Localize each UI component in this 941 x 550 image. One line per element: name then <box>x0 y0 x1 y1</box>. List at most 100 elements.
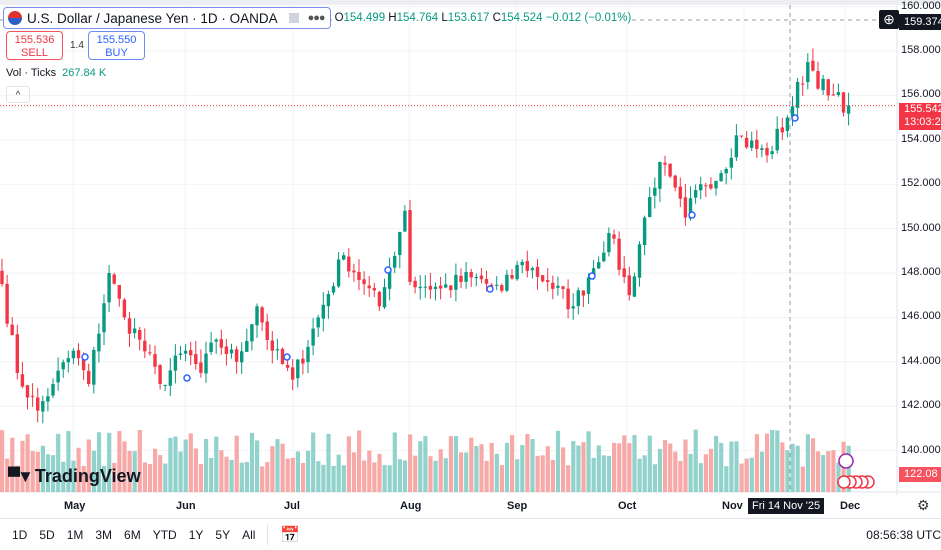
volume-bar <box>545 446 550 492</box>
range-all[interactable]: All <box>242 527 256 542</box>
candle-body <box>265 321 269 340</box>
volume-bar <box>158 455 163 492</box>
candle-body <box>199 362 203 373</box>
volume-bar <box>438 449 443 492</box>
crosshair-date-tag: Fri 14 Nov '25 <box>748 498 825 514</box>
candle-body <box>484 278 489 284</box>
volume-bar <box>413 455 418 492</box>
bottom-toolbar: 1D 5D 1M 3M 6M YTD 1Y 5Y All 📅 08:56:38 UTC <box>0 518 941 550</box>
volume-bar <box>525 434 530 492</box>
price-label: 154.000 <box>901 132 941 145</box>
price-chart[interactable] <box>0 5 941 495</box>
candle-body <box>540 275 545 282</box>
volume-bar <box>775 430 780 492</box>
dividend-event-icon <box>791 114 799 122</box>
volume-bar <box>224 456 229 492</box>
volume-bar <box>306 450 311 492</box>
volume-bar <box>209 457 214 492</box>
volume-bar <box>255 440 260 492</box>
volume-bar <box>831 450 836 492</box>
candle-body <box>122 299 127 318</box>
volume-bar <box>846 445 851 492</box>
collapse-legend-button[interactable]: ^ <box>6 86 30 103</box>
volume-bar <box>795 445 800 492</box>
candle-body <box>581 290 586 296</box>
plus-icon[interactable]: ⊕ <box>879 10 899 29</box>
candle-body <box>734 135 739 158</box>
volume-bar <box>163 463 168 492</box>
candle-body <box>51 384 55 396</box>
range-1m[interactable]: 1M <box>66 527 84 542</box>
candle-body <box>291 367 295 380</box>
volume-bar <box>372 462 377 492</box>
candle-body <box>683 197 688 218</box>
volume-bar <box>316 461 321 492</box>
volume-bar <box>0 430 5 492</box>
candle-body <box>403 210 407 232</box>
volume-bar <box>448 436 453 492</box>
candle-body <box>495 284 499 286</box>
volume-bar <box>459 452 464 492</box>
candle-body <box>729 157 733 168</box>
candle-body <box>189 350 193 356</box>
more-icon[interactable]: ●●● <box>307 12 326 24</box>
candle-body <box>143 340 147 352</box>
candle-body <box>408 209 412 282</box>
month-label: Dec <box>840 500 861 512</box>
volume-bar <box>785 450 790 492</box>
price-label: 150.000 <box>901 221 941 234</box>
candle-body <box>280 348 285 364</box>
volume-bar <box>351 452 357 492</box>
go-to-date-calendar-icon[interactable]: 📅 <box>280 526 301 544</box>
settings-gear-icon[interactable]: ⚙ <box>917 497 930 513</box>
candle-body <box>785 117 790 132</box>
sell-button[interactable]: 155.536 SELL <box>6 31 63 60</box>
market-status-icon[interactable] <box>288 13 299 23</box>
range-3m[interactable]: 3M <box>95 527 113 542</box>
candle-body <box>571 306 575 309</box>
volume-bar <box>708 448 714 492</box>
candle-body <box>92 349 96 385</box>
month-label: Jun <box>176 500 196 512</box>
range-ytd[interactable]: YTD <box>152 527 177 542</box>
candle-body <box>306 346 310 363</box>
volume-bar <box>234 435 239 492</box>
volume-legend: Vol · Ticks 267.84 K <box>6 67 107 79</box>
range-5d[interactable]: 5D <box>39 527 55 542</box>
volume-bar <box>418 441 423 492</box>
range-1y[interactable]: 1Y <box>188 527 204 542</box>
volume-bar <box>719 442 724 492</box>
candle-body <box>81 357 86 371</box>
price-label: 160.000 <box>901 0 941 12</box>
candle-body <box>46 396 50 402</box>
buy-button[interactable]: 155.550 BUY <box>88 31 145 60</box>
candle-body <box>739 135 744 137</box>
range-5y[interactable]: 5Y <box>215 527 231 542</box>
candle-body <box>0 270 4 285</box>
volume-bar <box>280 443 285 492</box>
volume-bar <box>688 453 693 492</box>
candle-body <box>285 364 290 368</box>
volume-bar <box>576 445 581 492</box>
candle-body <box>352 270 356 273</box>
volume-bar <box>744 458 749 492</box>
range-6m[interactable]: 6M <box>124 527 141 542</box>
symbol-legend[interactable]: U.S. Dollar / Japanese Yen · 1D · OANDA … <box>3 7 331 29</box>
candle-body <box>648 197 652 218</box>
volume-bar <box>739 463 744 492</box>
candle-body <box>826 79 830 96</box>
volume-bar <box>244 461 249 492</box>
candle-body <box>234 349 239 362</box>
candle-body <box>744 137 749 148</box>
volume-bar <box>550 459 555 492</box>
candle-body <box>831 94 835 96</box>
candle-body <box>444 284 448 288</box>
candle-body <box>321 304 325 319</box>
volume-bar <box>698 463 703 492</box>
volume-bar <box>51 455 56 492</box>
range-1d[interactable]: 1D <box>12 527 28 542</box>
volume-bar <box>673 451 678 492</box>
candle-body <box>642 217 647 246</box>
volume-bar <box>591 457 596 492</box>
volume-bar <box>642 455 647 492</box>
